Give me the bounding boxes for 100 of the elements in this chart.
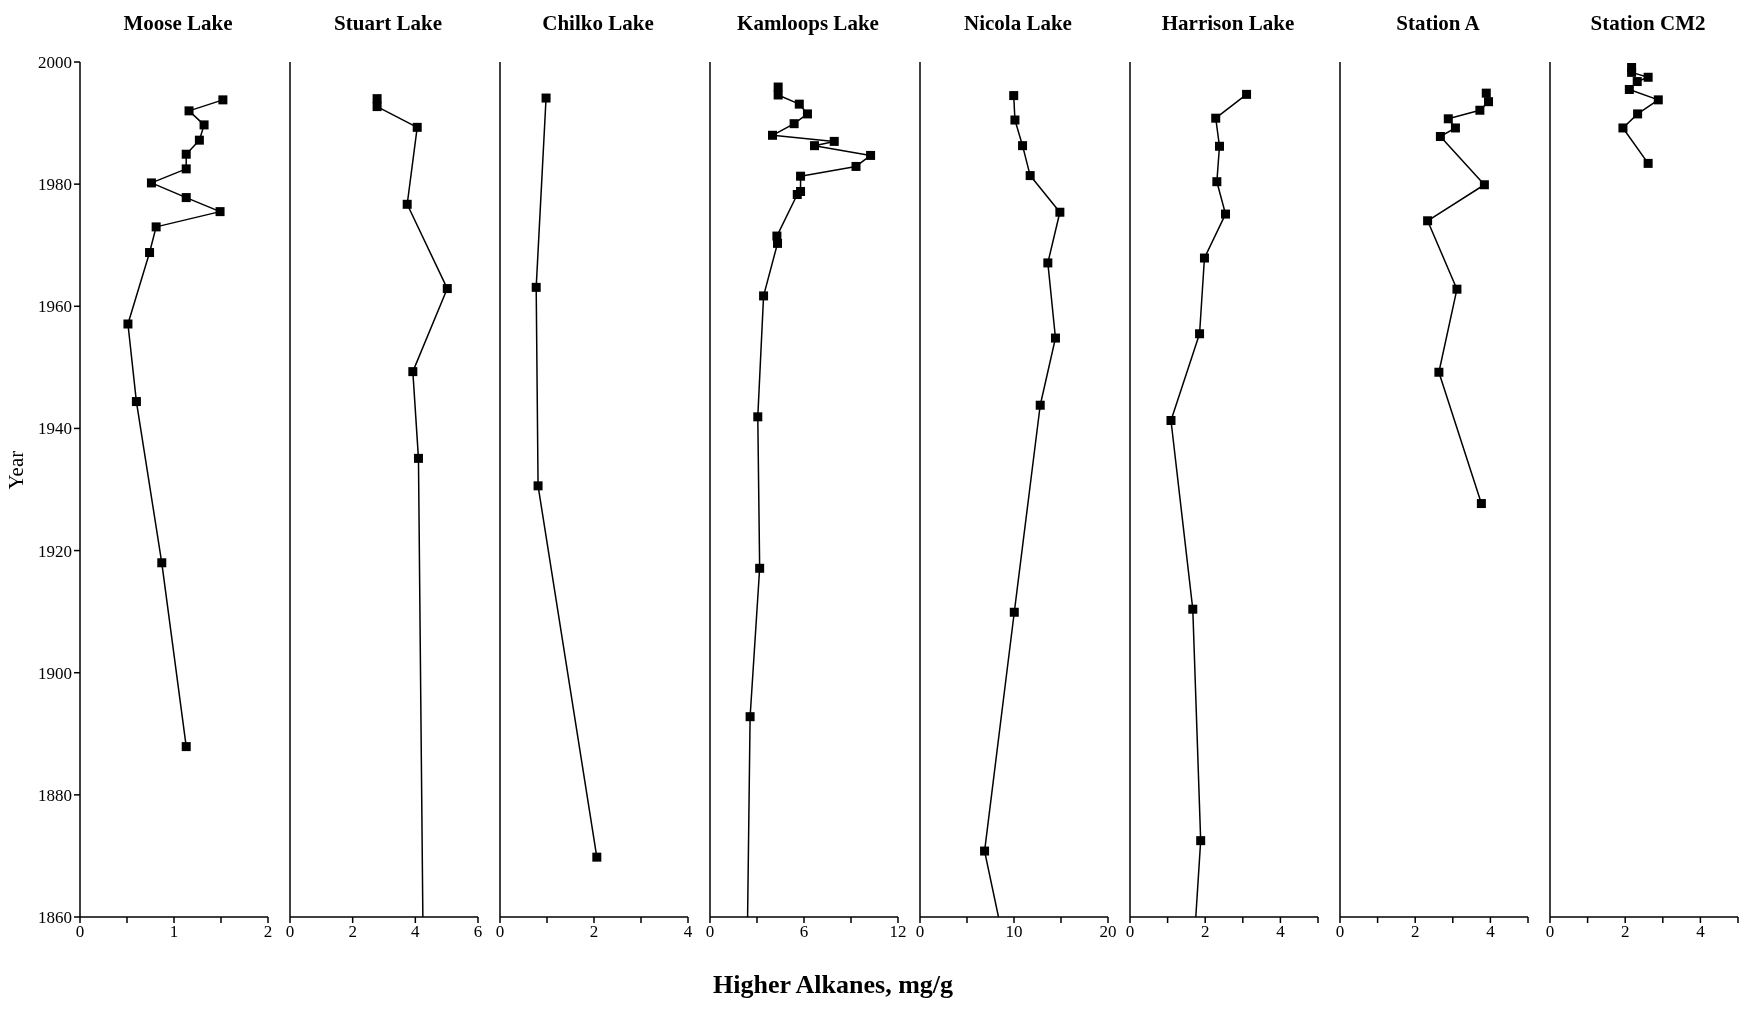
point: [1025, 171, 1035, 181]
point: [1450, 123, 1460, 133]
x-tick-label: 2: [1200, 922, 1210, 942]
x-tick-label: 0: [495, 922, 505, 942]
point: [980, 846, 990, 856]
point: [402, 199, 412, 209]
point: [1643, 158, 1653, 168]
x-tick-label: 2: [589, 922, 599, 942]
x-tick-label: 4: [1276, 922, 1286, 942]
x-axis-title: Higher Alkanes, mg/g: [712, 970, 954, 1000]
chart-title: Moose Lake: [122, 10, 234, 37]
chart-title: Station CM2: [1589, 10, 1707, 37]
chart-title: Stuart Lake: [333, 10, 443, 37]
point: [1199, 253, 1209, 263]
point: [829, 136, 839, 146]
x-tick-label: 0: [705, 922, 715, 942]
x-tick-label: 0: [75, 922, 85, 942]
point: [1633, 109, 1643, 119]
point: [1009, 91, 1019, 101]
point: [181, 149, 191, 159]
point: [789, 119, 799, 129]
point: [1475, 105, 1485, 115]
x-tick-label: 20: [1099, 922, 1117, 942]
point: [792, 190, 802, 200]
point: [372, 102, 382, 112]
chart-title: Station A: [1395, 10, 1481, 37]
point: [199, 120, 209, 130]
y-tick-label: 1920: [38, 541, 72, 561]
point: [1481, 88, 1491, 98]
point: [1452, 284, 1462, 294]
point: [151, 222, 161, 232]
point: [1018, 141, 1028, 151]
point: [1423, 216, 1433, 226]
chart-title: Kamloops Lake: [736, 10, 880, 37]
y-tick-label: 1880: [38, 785, 72, 805]
point: [1435, 132, 1445, 142]
point: [181, 193, 191, 203]
point: [157, 558, 167, 568]
point: [753, 412, 763, 422]
point: [1653, 95, 1663, 105]
x-tick-label: 1: [169, 922, 179, 942]
x-tick-label: 0: [1125, 922, 1135, 942]
x-tick-label: 4: [1486, 922, 1496, 942]
point: [1055, 207, 1065, 217]
point: [1242, 89, 1252, 99]
point: [531, 282, 541, 292]
point: [123, 319, 133, 329]
point: [1643, 72, 1653, 82]
x-tick-label: 12: [889, 922, 907, 942]
x-tick-label: 4: [683, 922, 693, 942]
point: [1010, 115, 1020, 125]
point: [796, 171, 806, 181]
point: [215, 207, 225, 217]
point: [1632, 77, 1642, 87]
point: [810, 141, 819, 151]
point: [1624, 84, 1634, 94]
point: [146, 178, 156, 188]
y-axis-title: Year: [4, 450, 29, 490]
point: [1166, 415, 1176, 425]
y-tick-label: 1980: [38, 175, 72, 195]
point: [1618, 123, 1628, 133]
point: [442, 284, 452, 294]
point: [181, 164, 191, 174]
point: [851, 161, 861, 171]
x-tick-label: 10: [1005, 922, 1023, 942]
point: [184, 106, 194, 116]
point: [1221, 209, 1230, 219]
point: [1043, 258, 1053, 268]
x-tick-label: 4: [1696, 922, 1706, 942]
point: [194, 135, 204, 145]
point: [1214, 141, 1224, 151]
point: [1035, 400, 1045, 410]
chart-title: Chilko Lake: [541, 10, 655, 37]
y-tick-label: 1860: [38, 908, 72, 928]
y-tick-label: 1940: [38, 419, 72, 439]
point: [408, 367, 418, 377]
point: [541, 93, 551, 103]
point: [1195, 329, 1205, 339]
x-tick-label: 2: [1620, 922, 1630, 942]
point: [412, 122, 422, 132]
point: [1434, 367, 1444, 377]
x-tick-label: 2: [348, 922, 357, 942]
point: [131, 397, 141, 407]
point: [794, 99, 804, 109]
chart-title: Harrison Lake: [1160, 10, 1296, 37]
point: [218, 95, 228, 105]
chart-title: Nicola Lake: [963, 10, 1073, 37]
y-tick-label: 1900: [38, 663, 72, 683]
x-tick-label: 0: [285, 922, 295, 942]
point: [533, 481, 543, 491]
point: [1212, 177, 1222, 187]
point: [1484, 97, 1494, 107]
y-tick-label: 2000: [38, 53, 72, 73]
point: [1627, 67, 1637, 77]
x-tick-label: 0: [1335, 922, 1345, 942]
point: [1443, 114, 1453, 124]
point: [745, 712, 755, 722]
x-tick-label: 0: [915, 922, 925, 942]
point: [1196, 836, 1206, 846]
point: [1479, 180, 1489, 190]
